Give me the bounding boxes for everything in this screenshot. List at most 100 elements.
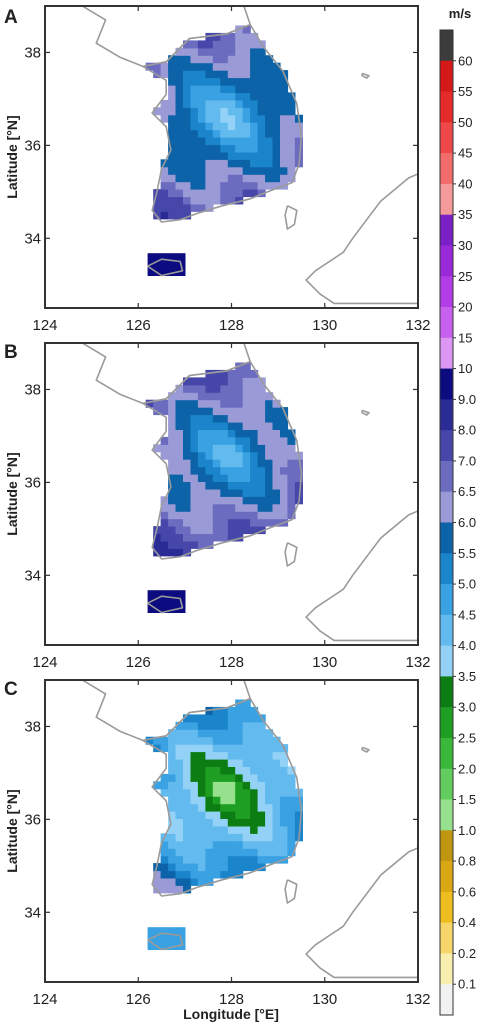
- colorbar-cell: [440, 830, 453, 862]
- field-cell: [160, 788, 169, 797]
- field-cell: [250, 181, 259, 190]
- field-cell: [175, 174, 184, 183]
- field-cell: [212, 751, 221, 760]
- field-cell: [190, 444, 199, 453]
- field-cell: [175, 166, 184, 175]
- field-cell: [197, 877, 206, 886]
- field-cell: [242, 511, 251, 520]
- field-cell: [168, 870, 177, 879]
- field-cell: [197, 803, 206, 812]
- field-cell: [160, 518, 169, 527]
- field-cell: [153, 870, 162, 879]
- field-cell: [227, 114, 236, 123]
- field-cell: [197, 451, 206, 460]
- field-cell: [160, 166, 169, 175]
- field-cell: [160, 870, 169, 879]
- field-cell: [155, 934, 164, 943]
- field-cell: [212, 122, 221, 131]
- field-cell: [153, 877, 162, 886]
- field-cell: [177, 590, 186, 599]
- field-cell: [190, 744, 199, 753]
- coastline: [284, 205, 298, 230]
- field-cell: [183, 714, 192, 723]
- field-cell: [205, 811, 214, 819]
- field-cell: [272, 407, 281, 416]
- field-cell: [257, 773, 266, 782]
- field-cell: [250, 369, 259, 378]
- field-cell: [168, 422, 177, 430]
- field-cell: [257, 781, 266, 790]
- field-cell: [190, 481, 199, 490]
- field-cell: [235, 803, 244, 812]
- field-cell: [205, 840, 214, 849]
- field-cell: [205, 114, 214, 123]
- field-cell: [168, 736, 177, 745]
- field-cell: [257, 803, 266, 812]
- field-cell: [220, 444, 229, 453]
- field-cell: [272, 137, 281, 145]
- field-cell: [205, 877, 214, 886]
- field-cell: [155, 268, 164, 276]
- field-cell: [227, 721, 236, 730]
- field-cell: [168, 503, 177, 512]
- field-cell: [287, 503, 296, 512]
- field-cell: [220, 189, 229, 198]
- field-cell: [294, 474, 303, 482]
- field-cell: [220, 159, 229, 168]
- field-cell: [242, 99, 251, 108]
- map-layer: [81, 6, 418, 305]
- field-cell: [175, 548, 184, 557]
- field-cell: [250, 137, 259, 145]
- field-cell: [160, 181, 169, 190]
- field-cell: [190, 77, 199, 86]
- field-cell: [272, 496, 281, 505]
- field-cell: [212, 788, 221, 797]
- coastline: [361, 72, 370, 79]
- field-cell: [212, 414, 221, 423]
- field-cell: [235, 422, 244, 430]
- field-cell: [183, 444, 192, 453]
- field-cell: [205, 825, 214, 834]
- field-cell: [257, 47, 266, 56]
- field-cell: [177, 253, 186, 262]
- field-cell: [227, 518, 236, 527]
- field-cell: [242, 399, 251, 408]
- field-cell: [280, 811, 289, 819]
- field-cell: [212, 114, 221, 123]
- field-cell: [287, 466, 296, 475]
- field-cell: [265, 159, 274, 168]
- field-cell: [190, 526, 199, 535]
- field-cell: [227, 70, 236, 79]
- field-cell: [227, 533, 236, 542]
- field-cell: [197, 122, 206, 131]
- colorbar-cell: [440, 922, 453, 954]
- field-cell: [257, 166, 266, 175]
- field-cell: [257, 759, 266, 767]
- field-cell: [168, 840, 177, 849]
- field-cell: [257, 729, 266, 738]
- field-cell: [197, 744, 206, 753]
- field-cell: [147, 268, 156, 276]
- field-cell: [190, 848, 199, 857]
- field-cell: [183, 211, 192, 220]
- field-cell: [183, 85, 192, 93]
- field-cell: [220, 414, 229, 423]
- field-cell: [257, 518, 266, 527]
- field-cell: [212, 833, 221, 842]
- field-cell: [183, 533, 192, 542]
- field-cell: [168, 796, 177, 805]
- field-cell: [235, 773, 244, 782]
- field-cell: [220, 151, 229, 160]
- field-cell: [175, 159, 184, 168]
- field-cell: [168, 407, 177, 416]
- field-cell: [257, 451, 266, 460]
- field-cell: [242, 699, 251, 708]
- field-cell: [227, 503, 236, 512]
- field-cell: [265, 414, 274, 423]
- field-cell: [220, 766, 229, 775]
- field-cell: [197, 714, 206, 723]
- field-cell: [175, 429, 184, 438]
- field-cell: [272, 796, 281, 805]
- colorbar-tick-label: 4.5: [458, 607, 476, 622]
- field-cell: [280, 474, 289, 482]
